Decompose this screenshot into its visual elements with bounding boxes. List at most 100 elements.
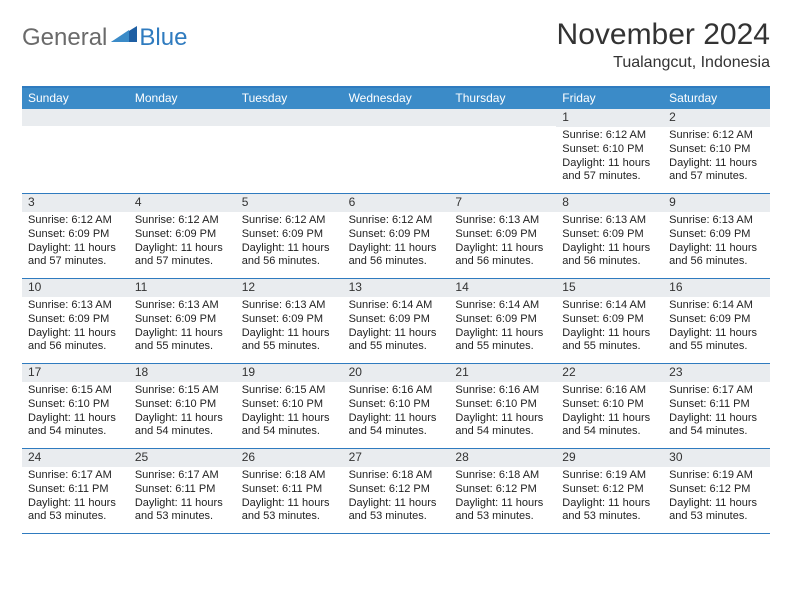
sunrise-text: Sunrise: 6:18 AM — [349, 469, 444, 483]
day-body: Sunrise: 6:18 AMSunset: 6:11 PMDaylight:… — [236, 469, 343, 524]
dow-cell: Wednesday — [343, 88, 450, 109]
logo-text-blue: Blue — [139, 24, 187, 52]
sunset-text: Sunset: 6:09 PM — [669, 313, 764, 327]
daylight-text: Daylight: 11 hours and 54 minutes. — [455, 412, 550, 440]
sunset-text: Sunset: 6:09 PM — [28, 313, 123, 327]
day-number: 25 — [129, 449, 236, 467]
day-cell: 24Sunrise: 6:17 AMSunset: 6:11 PMDayligh… — [22, 449, 129, 533]
day-number: 20 — [343, 364, 450, 382]
day-cell: 26 Sunrise: 6:18 AMSunset: 6:11 PMDayligh… — [236, 449, 343, 533]
daylight-text: Daylight: 11 hours and 53 minutes. — [135, 497, 230, 525]
dow-row: SundayMondayTuesdayWednesdayThursdayFrid… — [22, 88, 770, 109]
day-cell: 12Sunrise: 6:13 AMSunset: 6:09 PMDayligh… — [236, 279, 343, 363]
day-body: Sunrise: 6:17 AMSunset: 6:11 PMDaylight:… — [663, 384, 770, 439]
day-cell: 3Sunrise: 6:12 AMSunset: 6:09 PMDaylight… — [22, 194, 129, 278]
day-number: 21 — [449, 364, 556, 382]
week-row: 3Sunrise: 6:12 AMSunset: 6:09 PMDaylight… — [22, 194, 770, 279]
sunset-text: Sunset: 6:12 PM — [669, 483, 764, 497]
day-cell: 14Sunrise: 6:14 AMSunset: 6:09 PMDayligh… — [449, 279, 556, 363]
sunrise-text: Sunrise: 6:13 AM — [135, 299, 230, 313]
sunrise-text: Sunrise: 6:17 AM — [669, 384, 764, 398]
sunset-text: Sunset: 6:10 PM — [28, 398, 123, 412]
day-body: Sunrise: 6:15 AMSunset: 6:10 PMDaylight:… — [236, 384, 343, 439]
day-cell: 25Sunrise: 6:17 AMSunset: 6:11 PMDayligh… — [129, 449, 236, 533]
sunrise-text: Sunrise: 6:18 AM — [455, 469, 550, 483]
sunset-text: Sunset: 6:09 PM — [135, 313, 230, 327]
day-number: 4 — [129, 194, 236, 212]
day-body: Sunrise: 6:14 AMSunset: 6:09 PMDaylight:… — [343, 299, 450, 354]
sunset-text: Sunset: 6:09 PM — [562, 228, 657, 242]
day-body: Sunrise: 6:16 AMSunset: 6:10 PMDaylight:… — [449, 384, 556, 439]
day-number: 10 — [22, 279, 129, 297]
sunset-text: Sunset: 6:11 PM — [242, 483, 337, 497]
day-body: Sunrise: 6:12 AMSunset: 6:09 PMDaylight:… — [22, 214, 129, 269]
sunset-text: Sunset: 6:09 PM — [455, 313, 550, 327]
day-number: 27 — [343, 449, 450, 467]
day-number: 23 — [663, 364, 770, 382]
day-cell: 10 Sunrise: 6:13 AMSunset: 6:09 PMDayligh… — [22, 279, 129, 363]
sunrise-text: Sunrise: 6:12 AM — [669, 129, 764, 143]
sunset-text: Sunset: 6:09 PM — [28, 228, 123, 242]
day-number: 18 — [129, 364, 236, 382]
sunset-text: Sunset: 6:10 PM — [669, 143, 764, 157]
daylight-text: Daylight: 11 hours and 56 minutes. — [28, 327, 123, 355]
sunset-text: Sunset: 6:09 PM — [669, 228, 764, 242]
day-cell: 16Sunrise: 6:14 AMSunset: 6:09 PMDayligh… — [663, 279, 770, 363]
daylight-text: Daylight: 11 hours and 54 minutes. — [349, 412, 444, 440]
daylight-text: Daylight: 11 hours and 53 minutes. — [349, 497, 444, 525]
day-body: Sunrise: 6:18 AMSunset: 6:12 PMDaylight:… — [343, 469, 450, 524]
day-body: Sunrise: 6:13 AMSunset: 6:09 PMDaylight:… — [449, 214, 556, 269]
sunrise-text: Sunrise: 6:16 AM — [349, 384, 444, 398]
sunrise-text: Sunrise: 6:13 AM — [669, 214, 764, 228]
day-number: 8 — [556, 194, 663, 212]
day-body: Sunrise: 6:13 AMSunset: 6:09 PMDaylight:… — [22, 299, 129, 354]
day-cell: 5Sunrise: 6:12 AMSunset: 6:09 PMDaylight… — [236, 194, 343, 278]
day-cell — [236, 109, 343, 193]
daylight-text: Daylight: 11 hours and 54 minutes. — [669, 412, 764, 440]
day-number — [22, 109, 129, 126]
sunrise-text: Sunrise: 6:15 AM — [28, 384, 123, 398]
sunset-text: Sunset: 6:12 PM — [455, 483, 550, 497]
day-cell: 9Sunrise: 6:13 AMSunset: 6:09 PMDaylight… — [663, 194, 770, 278]
daylight-text: Daylight: 11 hours and 53 minutes. — [28, 497, 123, 525]
day-number: 16 — [663, 279, 770, 297]
daylight-text: Daylight: 11 hours and 57 minutes. — [135, 242, 230, 270]
dow-cell: Friday — [556, 88, 663, 109]
day-body: Sunrise: 6:18 AMSunset: 6:12 PMDaylight:… — [449, 469, 556, 524]
daylight-text: Daylight: 11 hours and 56 minutes. — [455, 242, 550, 270]
sunrise-text: Sunrise: 6:14 AM — [562, 299, 657, 313]
sunrise-text: Sunrise: 6:12 AM — [135, 214, 230, 228]
sunset-text: Sunset: 6:11 PM — [135, 483, 230, 497]
day-number — [343, 109, 450, 126]
daylight-text: Daylight: 11 hours and 57 minutes. — [669, 157, 764, 185]
daylight-text: Daylight: 11 hours and 57 minutes. — [28, 242, 123, 270]
sunrise-text: Sunrise: 6:16 AM — [562, 384, 657, 398]
daylight-text: Daylight: 11 hours and 54 minutes. — [242, 412, 337, 440]
day-cell: 4Sunrise: 6:12 AMSunset: 6:09 PMDaylight… — [129, 194, 236, 278]
day-cell: 17Sunrise: 6:15 AMSunset: 6:10 PMDayligh… — [22, 364, 129, 448]
daylight-text: Daylight: 11 hours and 55 minutes. — [669, 327, 764, 355]
weeks-container: 1Sunrise: 6:12 AMSunset: 6:10 PMDaylight… — [22, 109, 770, 534]
week-row: 1Sunrise: 6:12 AMSunset: 6:10 PMDaylight… — [22, 109, 770, 194]
day-body: Sunrise: 6:14 AMSunset: 6:09 PMDaylight:… — [556, 299, 663, 354]
daylight-text: Daylight: 11 hours and 56 minutes. — [242, 242, 337, 270]
day-number: 24 — [22, 449, 129, 467]
daylight-text: Daylight: 11 hours and 56 minutes. — [669, 242, 764, 270]
sunset-text: Sunset: 6:11 PM — [669, 398, 764, 412]
day-body: Sunrise: 6:15 AMSunset: 6:10 PMDaylight:… — [22, 384, 129, 439]
daylight-text: Daylight: 11 hours and 53 minutes. — [455, 497, 550, 525]
header: General Blue November 2024 Tualangcut, I… — [22, 18, 770, 72]
day-body: Sunrise: 6:13 AMSunset: 6:09 PMDaylight:… — [556, 214, 663, 269]
day-body: Sunrise: 6:12 AMSunset: 6:09 PMDaylight:… — [343, 214, 450, 269]
sunrise-text: Sunrise: 6:12 AM — [349, 214, 444, 228]
calendar: SundayMondayTuesdayWednesdayThursdayFrid… — [22, 86, 770, 534]
day-cell: 6Sunrise: 6:12 AMSunset: 6:09 PMDaylight… — [343, 194, 450, 278]
day-cell — [449, 109, 556, 193]
logo: General Blue — [22, 18, 187, 52]
day-cell: 13Sunrise: 6:14 AMSunset: 6:09 PMDayligh… — [343, 279, 450, 363]
sunset-text: Sunset: 6:11 PM — [28, 483, 123, 497]
sunrise-text: Sunrise: 6:13 AM — [28, 299, 123, 313]
day-body: Sunrise: 6:14 AMSunset: 6:09 PMDaylight:… — [449, 299, 556, 354]
day-number: 26 — [236, 449, 343, 467]
sunrise-text: Sunrise: 6:14 AM — [349, 299, 444, 313]
